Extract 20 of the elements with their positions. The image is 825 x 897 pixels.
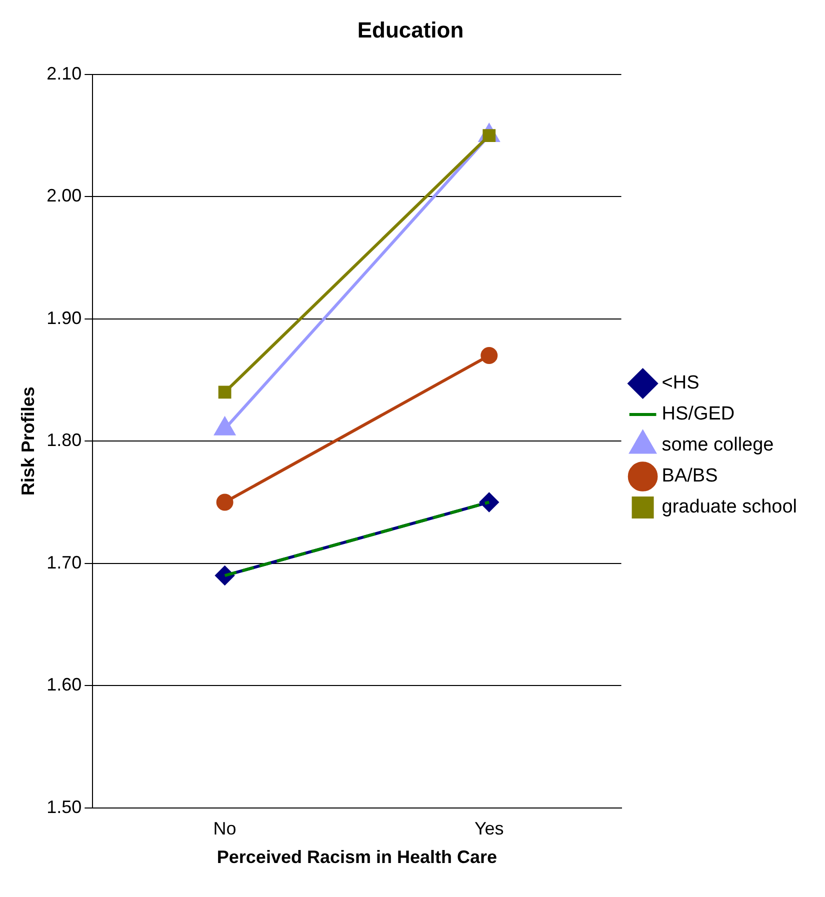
chart-title: Education (357, 17, 464, 42)
x-tick-label: Yes (474, 818, 504, 839)
legend-label: graduate school (662, 496, 798, 518)
y-tick-label: 2.10 (46, 63, 82, 84)
y-tick-label: 1.90 (46, 308, 82, 328)
y-tick-label: 1.70 (46, 552, 82, 572)
point (216, 494, 234, 511)
legend-label: HS/GED (662, 404, 735, 425)
y-tick-label: 1.80 (46, 430, 82, 450)
x-axis-title: Perceived Racism in Health Care (216, 847, 498, 868)
legend-label: some college (662, 434, 774, 456)
y-tick-label: 1.60 (46, 674, 82, 695)
y-axis-title: Risk Profiles (18, 386, 38, 496)
point (480, 347, 498, 364)
legend-label: BA/BS (662, 466, 718, 487)
point (218, 386, 232, 399)
legend-label: <HS (662, 372, 700, 394)
y-tick-label: 2.00 (46, 186, 82, 206)
x-tick-label: No (213, 818, 236, 839)
y-tick-label: 1.50 (46, 796, 82, 817)
